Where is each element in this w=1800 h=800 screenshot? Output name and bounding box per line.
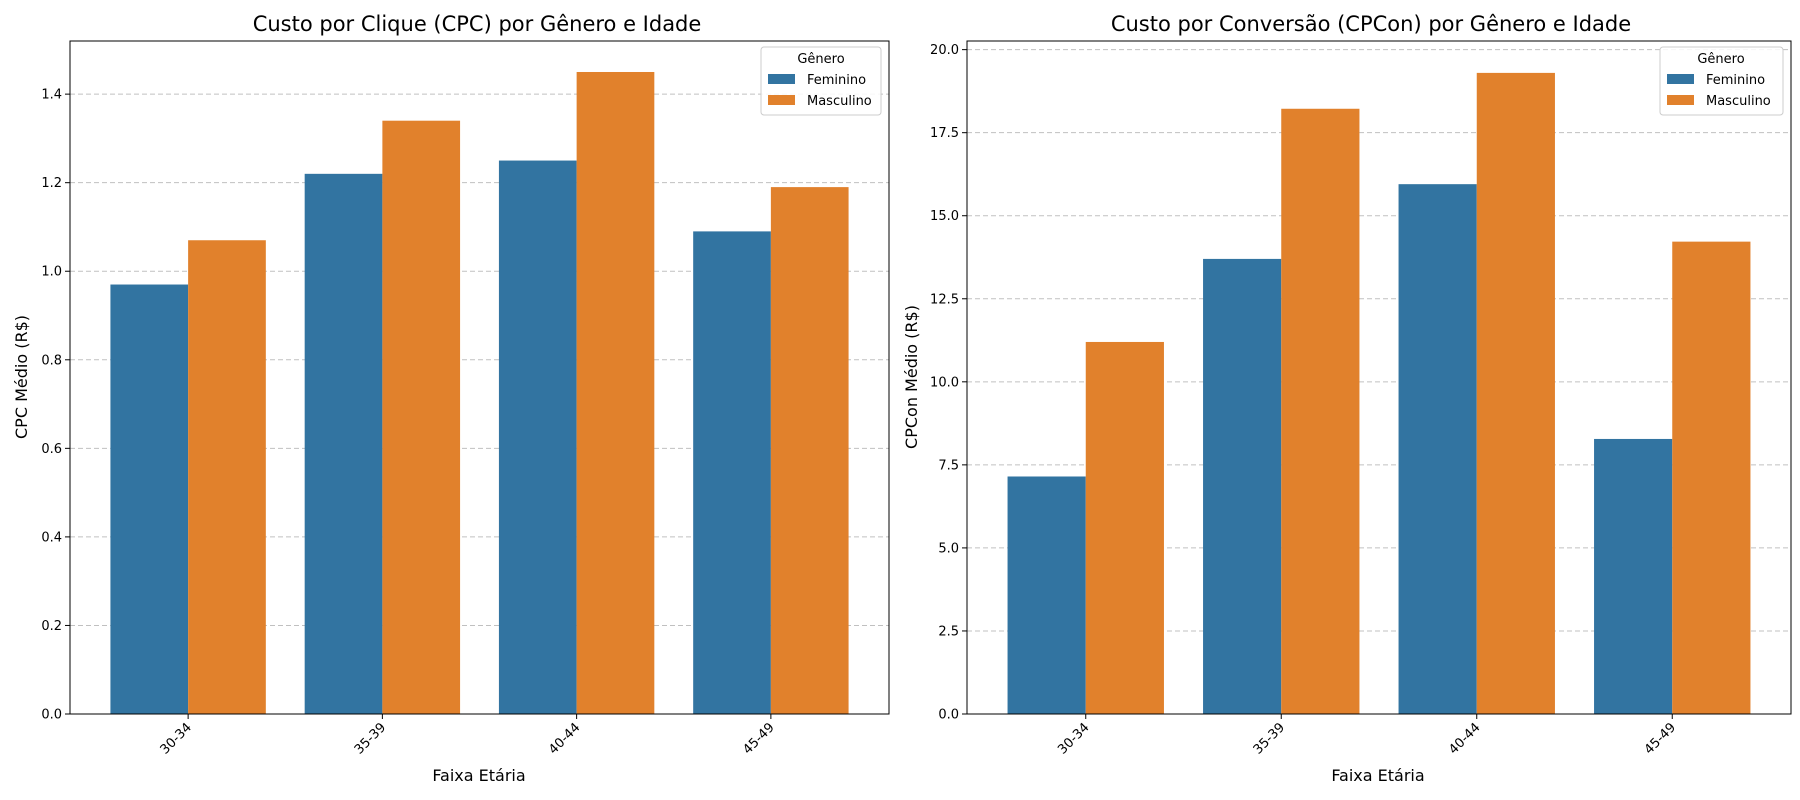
chart-cpc-bars <box>110 71 849 715</box>
y-tick-label: 12.5 <box>930 292 959 307</box>
y-tick-label: 7.5 <box>938 458 959 473</box>
legend-label-masculino: Masculino <box>1706 94 1771 109</box>
chart-cpcon-ylabel: CPCon Médio (R$) <box>902 305 921 449</box>
y-tick-label: 0.2 <box>41 619 62 634</box>
y-tick-label: 15.0 <box>930 209 959 224</box>
x-tick-label: 35-39 <box>1251 720 1288 757</box>
chart-cpc-yticks: 0.0 0.2 0.4 0.6 0.8 1.0 1.2 1.4 <box>41 88 70 723</box>
x-tick-label: 45-49 <box>1642 720 1679 757</box>
chart-cpc: Custo por Clique (CPC) por Gênero e Idad… <box>12 12 890 785</box>
legend-swatch-masculino <box>1667 95 1694 105</box>
y-tick-label: 0.4 <box>41 530 62 545</box>
bar-feminino-30-34 <box>1007 476 1086 714</box>
bar-feminino-35-39 <box>304 173 383 714</box>
bar-masculino-45-49 <box>770 187 849 715</box>
bar-feminino-40-44 <box>1398 184 1477 714</box>
x-tick-label: 30-34 <box>158 720 195 757</box>
x-tick-label: 40-44 <box>1446 720 1483 757</box>
chart-cpcon-frame <box>966 40 1792 715</box>
chart-cpc-frame <box>69 40 890 715</box>
chart-cpc-xticks: 30-34 35-39 40-44 45-49 <box>158 714 778 758</box>
chart-cpc-xlabel: Faixa Etária <box>432 766 525 785</box>
bar-masculino-30-34 <box>188 240 266 715</box>
y-tick-label: 0.8 <box>41 353 62 368</box>
legend-swatch-feminino <box>1667 74 1694 84</box>
bar-masculino-40-44 <box>576 71 655 715</box>
y-tick-label: 1.2 <box>41 176 62 191</box>
chart-cpc-title: Custo por Clique (CPC) por Gênero e Idad… <box>253 12 702 36</box>
chart-cpcon-xlabel: Faixa Etária <box>1331 766 1424 785</box>
y-tick-label: 1.4 <box>41 88 62 103</box>
legend-label-masculino: Masculino <box>807 94 872 109</box>
y-tick-label: 10.0 <box>930 375 959 390</box>
chart-cpc-ylabel: CPC Médio (R$) <box>12 315 31 439</box>
bar-feminino-35-39 <box>1203 258 1282 714</box>
bar-feminino-30-34 <box>110 284 189 714</box>
bar-feminino-45-49 <box>693 231 771 714</box>
y-tick-label: 0.0 <box>938 708 959 723</box>
legend-title: Gênero <box>1697 52 1744 67</box>
chart-cpc-legend: Gênero Feminino Masculino <box>760 46 882 116</box>
x-tick-label: 35-39 <box>352 720 389 757</box>
y-tick-label: 0.6 <box>41 442 62 457</box>
y-tick-label: 2.5 <box>938 624 959 639</box>
x-tick-label: 30-34 <box>1055 720 1092 757</box>
bar-masculino-45-49 <box>1672 241 1751 715</box>
y-tick-label: 5.0 <box>938 541 959 556</box>
y-tick-label: 17.5 <box>930 126 959 141</box>
chart-cpcon-xticks: 30-34 35-39 40-44 45-49 <box>1055 714 1679 758</box>
x-tick-label: 45-49 <box>740 720 777 757</box>
legend-swatch-masculino <box>768 95 795 105</box>
bar-masculino-35-39 <box>382 120 461 714</box>
chart-cpcon-yticks: 0.0 2.5 5.0 7.5 10.0 12.5 15.0 17.5 20.0 <box>930 43 967 723</box>
y-tick-label: 0.0 <box>41 708 62 723</box>
bar-masculino-35-39 <box>1281 108 1360 714</box>
legend-title: Gênero <box>797 52 844 67</box>
bar-masculino-30-34 <box>1085 341 1164 714</box>
bar-feminino-45-49 <box>1594 438 1673 714</box>
x-tick-label: 40-44 <box>546 720 583 757</box>
y-tick-label: 20.0 <box>930 43 959 58</box>
legend-label-feminino: Feminino <box>807 73 866 88</box>
chart-cpcon-title: Custo por Conversão (CPCon) por Gênero e… <box>1111 12 1631 36</box>
chart-cpcon-legend: Gênero Feminino Masculino <box>1659 46 1784 116</box>
bar-feminino-40-44 <box>498 160 577 715</box>
legend-swatch-feminino <box>768 74 795 84</box>
legend-label-feminino: Feminino <box>1706 73 1765 88</box>
chart-cpcon: Custo por Conversão (CPCon) por Gênero e… <box>902 12 1792 785</box>
chart-cpcon-bars <box>1007 72 1751 715</box>
y-tick-label: 1.0 <box>41 265 62 280</box>
bar-masculino-40-44 <box>1476 72 1555 715</box>
